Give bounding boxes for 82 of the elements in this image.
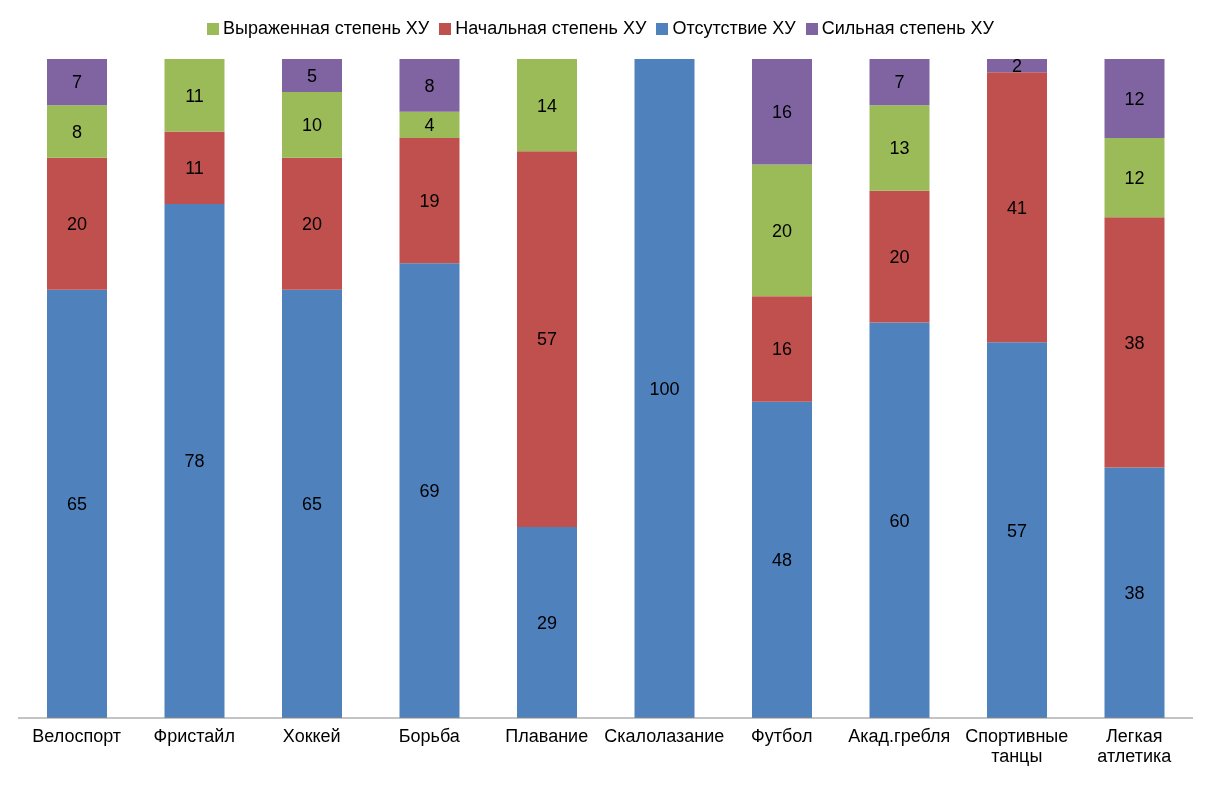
bar [752, 59, 812, 165]
bar [282, 157, 342, 290]
bar [47, 105, 107, 158]
bar [164, 131, 225, 204]
x-tick-label: Плавание [505, 726, 589, 746]
data-label: 100 [649, 378, 680, 399]
bar [1104, 217, 1165, 468]
data-label: 2 [1011, 55, 1023, 76]
data-label: 20 [66, 214, 88, 235]
data-label: 38 [1124, 583, 1145, 604]
bar [1104, 138, 1165, 218]
bar [869, 322, 930, 718]
data-label: 29 [536, 612, 558, 633]
x-tick-label: Легкая атлетика [1097, 726, 1173, 766]
x-tick-label: Велоспорт [32, 726, 122, 746]
bar [517, 151, 577, 527]
data-label: 65 [66, 494, 88, 515]
bar [164, 203, 225, 718]
bar [399, 59, 460, 112]
data-label: 7 [71, 72, 83, 93]
data-label: 11 [185, 158, 204, 179]
bar [987, 72, 1047, 343]
bar [517, 59, 577, 152]
data-label: 14 [536, 95, 558, 116]
bar [987, 59, 1047, 73]
data-label: 11 [185, 85, 204, 106]
x-tick-label: Скалолазание [604, 726, 725, 746]
bar [47, 59, 107, 106]
data-label: 38 [1124, 332, 1145, 353]
x-tick-label: Хоккей [282, 726, 341, 746]
data-label: 60 [889, 510, 910, 531]
bar [869, 105, 930, 191]
data-label: 19 [419, 191, 440, 212]
bar [282, 91, 342, 158]
bar [517, 526, 577, 718]
bar [399, 111, 460, 139]
bar [869, 190, 930, 323]
data-label: 16 [771, 102, 793, 123]
x-tick-label: Футбол [751, 726, 813, 746]
data-label: 57 [1006, 520, 1028, 541]
data-label: 20 [301, 214, 323, 235]
data-label: 65 [301, 494, 323, 515]
data-label: 10 [301, 115, 323, 136]
data-label: 48 [771, 550, 793, 571]
x-tick-label: Борьба [398, 726, 461, 746]
x-tick-label: Акад.гребля [848, 726, 951, 746]
legend-label: Отсутствие ХУ [672, 18, 796, 38]
data-label: 20 [889, 247, 910, 268]
data-label: 7 [894, 72, 905, 93]
bar [869, 59, 930, 106]
legend-label: Начальная степень ХУ [455, 18, 647, 38]
data-label: 5 [306, 65, 318, 86]
data-label: 78 [184, 451, 205, 472]
bar [399, 263, 460, 718]
bar [1104, 467, 1165, 718]
bar [634, 59, 695, 718]
x-tick-label: Фристайл [153, 726, 235, 746]
bar [1104, 59, 1165, 139]
bar [164, 59, 225, 132]
bar [987, 342, 1047, 718]
bar [282, 289, 342, 718]
bar [47, 157, 107, 290]
data-label: 57 [536, 329, 558, 350]
data-label: 20 [771, 220, 793, 241]
bar [282, 59, 342, 92]
bar [47, 289, 107, 718]
bar [399, 138, 460, 264]
data-label: 4 [424, 115, 435, 136]
data-label: 12 [1124, 88, 1145, 109]
data-label: 8 [71, 121, 83, 142]
bar [752, 164, 812, 297]
data-label: 41 [1006, 197, 1028, 218]
legend-label: Сильная степень ХУ [821, 18, 994, 38]
bar [752, 296, 812, 402]
data-label: 69 [419, 481, 440, 502]
data-label: 8 [424, 75, 435, 96]
data-label: 13 [889, 138, 910, 159]
x-tick-label: Спортивные танцы [965, 726, 1069, 766]
bar [752, 401, 812, 718]
data-label: 12 [1124, 168, 1145, 189]
data-label: 16 [771, 339, 793, 360]
legend-label: Выраженная степень ХУ [222, 18, 430, 38]
